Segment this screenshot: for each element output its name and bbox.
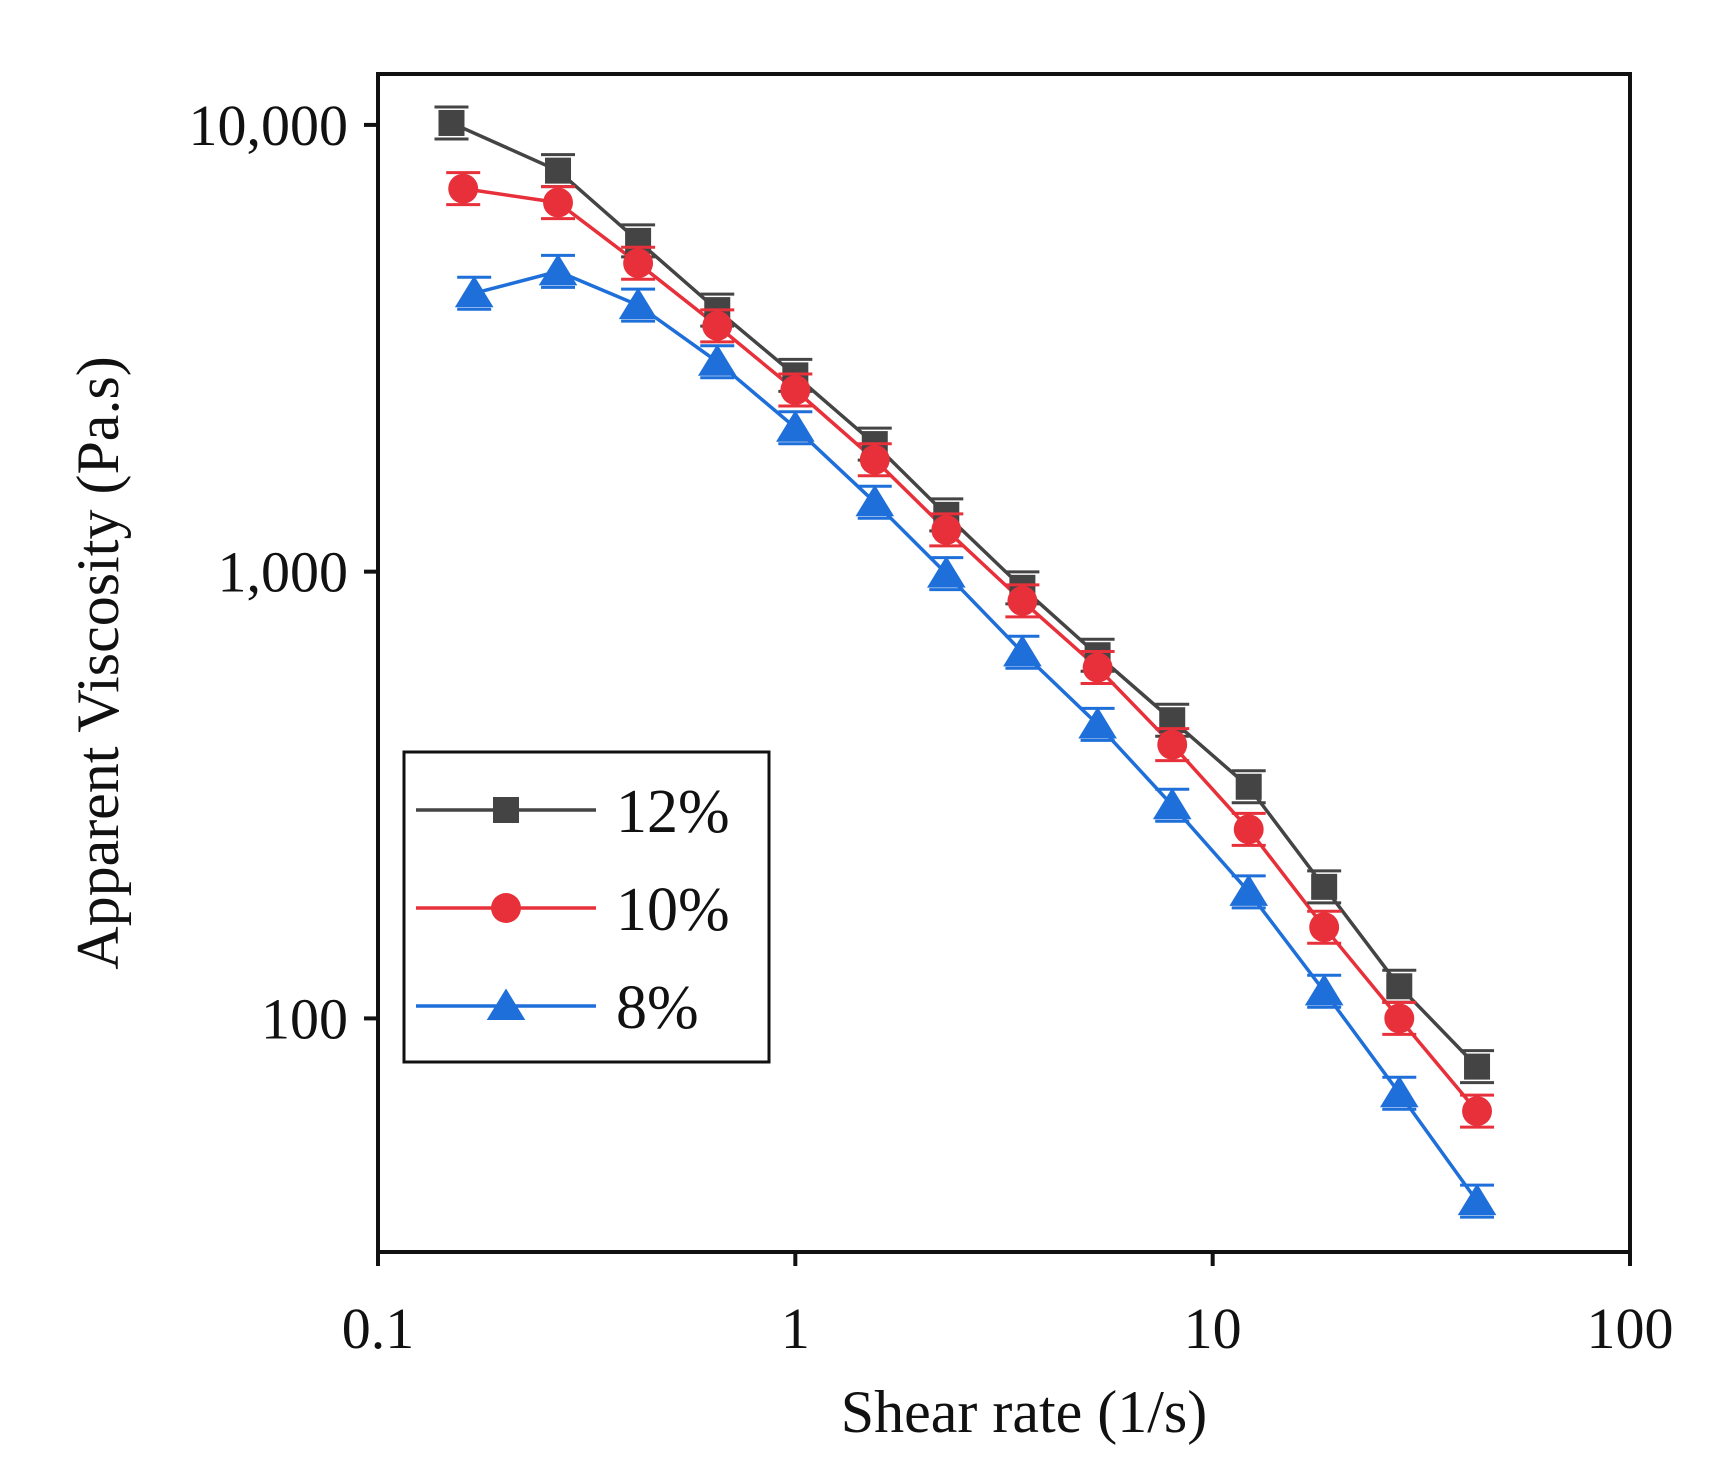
data-point-10%	[702, 310, 733, 341]
x-tick-label: 100	[1587, 1296, 1674, 1361]
legend-marker	[486, 988, 526, 1021]
data-point-10%	[1157, 729, 1188, 760]
data-point-12%	[1235, 773, 1262, 800]
data-point-8%	[1152, 787, 1192, 820]
data-point-10%	[1309, 912, 1340, 943]
data-point-10%	[543, 187, 573, 218]
x-tick-label: 0.1	[342, 1296, 415, 1361]
x-axis: 0.1 1 10 100	[342, 1252, 1674, 1361]
data-point-8%	[1078, 706, 1117, 739]
data-point-8%	[1229, 874, 1269, 906]
data-point-8%	[855, 484, 895, 517]
data-point-12%	[1464, 1053, 1491, 1080]
data-point-10%	[1233, 814, 1264, 845]
data-point-10%	[448, 173, 479, 204]
y-axis-title: Apparent Viscosity (Pa.s)	[65, 356, 131, 970]
plot-frame	[376, 72, 1632, 1254]
legend-marker	[493, 797, 519, 823]
data-point-10%	[1007, 585, 1038, 616]
x-tick-label: 1	[781, 1296, 810, 1361]
data-point-8%	[1003, 634, 1042, 667]
data-point-10%	[1384, 1003, 1415, 1034]
series-markers-layer	[434, 105, 1497, 1219]
data-point-10%	[859, 444, 890, 475]
y-axis: 100 1,000 10,000	[189, 93, 378, 1051]
data-point-8%	[926, 556, 966, 588]
data-point-8%	[1304, 973, 1344, 1006]
x-axis-title: Shear rate (1/s)	[841, 1379, 1208, 1445]
legend-label: 12%	[616, 778, 730, 846]
legend-label: 10%	[616, 876, 730, 944]
data-point-10%	[1082, 652, 1113, 683]
data-point-10%	[931, 514, 962, 545]
legend-label: 8%	[616, 974, 699, 1042]
data-point-10%	[1462, 1096, 1492, 1127]
data-point-10%	[623, 248, 654, 279]
data-point-8%	[538, 253, 578, 286]
data-point-8%	[1457, 1183, 1497, 1216]
y-tick-label: 10,000	[189, 93, 349, 158]
data-point-8%	[697, 344, 737, 376]
data-point-12%	[545, 157, 572, 184]
legend: 12% 10% 8%	[402, 750, 771, 1064]
data-point-12%	[1386, 973, 1413, 1000]
data-point-12%	[438, 109, 465, 136]
y-tick-label: 1,000	[218, 540, 349, 605]
data-point-8%	[454, 275, 494, 308]
x-tick-label: 10	[1184, 1296, 1242, 1361]
data-point-8%	[776, 410, 815, 442]
data-point-8%	[1379, 1075, 1419, 1108]
data-point-8%	[618, 287, 658, 320]
data-point-10%	[780, 375, 811, 405]
y-tick-label: 100	[261, 986, 348, 1051]
data-point-12%	[1311, 873, 1338, 900]
legend-marker	[491, 893, 521, 923]
